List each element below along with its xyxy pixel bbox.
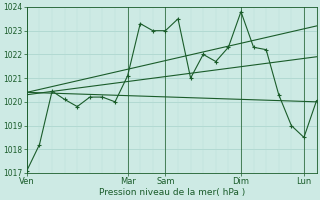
X-axis label: Pression niveau de la mer( hPa ): Pression niveau de la mer( hPa ) xyxy=(99,188,245,197)
